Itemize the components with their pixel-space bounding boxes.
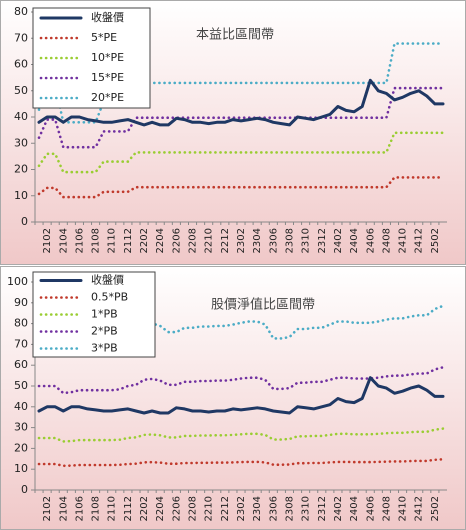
x-tick-label: 2312 (317, 228, 328, 253)
x-tick-label: 2402 (333, 496, 344, 521)
series-line (37, 366, 445, 395)
x-tick-label: 2406 (365, 496, 376, 521)
y-tick-label: 80 (14, 317, 28, 330)
x-tick-label: 2212 (220, 228, 231, 253)
legend-label: 2*PB (91, 325, 118, 338)
x-tick-label: 2310 (301, 496, 312, 521)
x-tick-label: 2304 (252, 228, 263, 253)
y-tick-label: 0 (21, 215, 28, 228)
y-tick-label: 30 (14, 136, 28, 149)
x-tick-label: 2102 (42, 496, 53, 521)
y-tick-label: 0 (21, 483, 28, 496)
x-tick-label: 2312 (317, 496, 328, 521)
legend-label: 5*PE (91, 31, 117, 44)
x-tick-label: 2206 (171, 228, 182, 253)
y-tick-label: 40 (14, 110, 28, 123)
y-tick-label: 20 (14, 441, 28, 454)
x-tick-label: 2502 (430, 496, 441, 521)
y-tick-label: 60 (14, 58, 28, 71)
x-tick-label: 2310 (301, 228, 312, 253)
x-tick-label: 2412 (414, 228, 425, 253)
x-tick-label: 2306 (268, 228, 279, 253)
legend-label: 收盤價 (91, 10, 124, 24)
y-tick-label: 10 (14, 189, 28, 202)
x-tick-label: 2410 (398, 496, 409, 521)
legend-label: 10*PE (91, 51, 124, 64)
x-tick-label: 2112 (123, 496, 134, 521)
x-tick-label: 2302 (236, 496, 247, 521)
x-tick-label: 2402 (333, 228, 344, 253)
x-tick-label: 2410 (398, 228, 409, 253)
series-line (37, 131, 445, 174)
x-tick-label: 2212 (220, 496, 231, 521)
x-tick-label: 2404 (349, 228, 360, 253)
x-tick-label: 2108 (91, 228, 102, 253)
x-tick-label: 2112 (123, 228, 134, 253)
legend-label: 20*PE (91, 91, 124, 104)
series-line (37, 376, 445, 415)
x-tick-label: 2412 (414, 496, 425, 521)
x-tick-label: 2306 (268, 496, 279, 521)
y-tick-label: 30 (14, 421, 28, 434)
series-line (37, 176, 445, 199)
legend-label: 收盤價 (91, 273, 124, 287)
y-tick-label: 90 (14, 296, 28, 309)
y-tick-label: 50 (14, 379, 28, 392)
x-tick-label: 2308 (284, 496, 295, 521)
x-tick-label: 2202 (139, 496, 150, 521)
legend-label: 1*PB (91, 308, 118, 321)
series-line (37, 86, 445, 149)
x-tick-label: 2408 (381, 228, 392, 253)
y-tick-label: 70 (14, 31, 28, 44)
x-tick-label: 2210 (204, 228, 215, 253)
y-tick-label: 10 (14, 462, 28, 475)
y-tick-label: 60 (14, 358, 28, 371)
y-tick-label: 70 (14, 337, 28, 350)
x-tick-label: 2204 (155, 228, 166, 253)
x-tick-label: 2302 (236, 228, 247, 253)
series-line (37, 427, 445, 443)
x-tick-label: 2102 (42, 228, 53, 253)
x-tick-label: 2404 (349, 496, 360, 521)
series-line (37, 78, 445, 127)
x-tick-label: 2110 (107, 496, 118, 521)
x-tick-label: 2204 (155, 496, 166, 521)
x-tick-label: 2104 (58, 496, 69, 521)
x-tick-label: 2104 (58, 228, 69, 253)
legend-label: 15*PE (91, 71, 124, 84)
legend-label: 0.5*PB (91, 291, 128, 304)
x-tick-label: 2406 (365, 228, 376, 253)
x-tick-label: 2304 (252, 496, 263, 521)
chart-title: 本益比區間帶 (196, 28, 274, 43)
series-line (37, 458, 445, 468)
x-tick-label: 2502 (430, 228, 441, 253)
legend (32, 271, 156, 358)
y-tick-label: 20 (14, 163, 28, 176)
x-tick-label: 2208 (188, 228, 199, 253)
x-tick-label: 2208 (188, 496, 199, 521)
x-tick-label: 2206 (171, 496, 182, 521)
y-tick-label: 80 (14, 5, 28, 18)
chart-title: 股價淨值比區間帶 (211, 297, 315, 313)
legend-label: 3*PB (91, 342, 118, 355)
x-tick-label: 2108 (91, 496, 102, 521)
x-tick-label: 2106 (74, 228, 85, 253)
y-tick-label: 40 (14, 400, 28, 413)
x-tick-label: 2106 (74, 496, 85, 521)
x-tick-label: 2110 (107, 228, 118, 253)
y-tick-label: 50 (14, 84, 28, 97)
y-tick-label: 100 (7, 275, 28, 288)
x-tick-label: 2210 (204, 496, 215, 521)
x-tick-label: 2202 (139, 228, 150, 253)
x-tick-label: 2308 (284, 228, 295, 253)
x-tick-label: 2408 (381, 496, 392, 521)
